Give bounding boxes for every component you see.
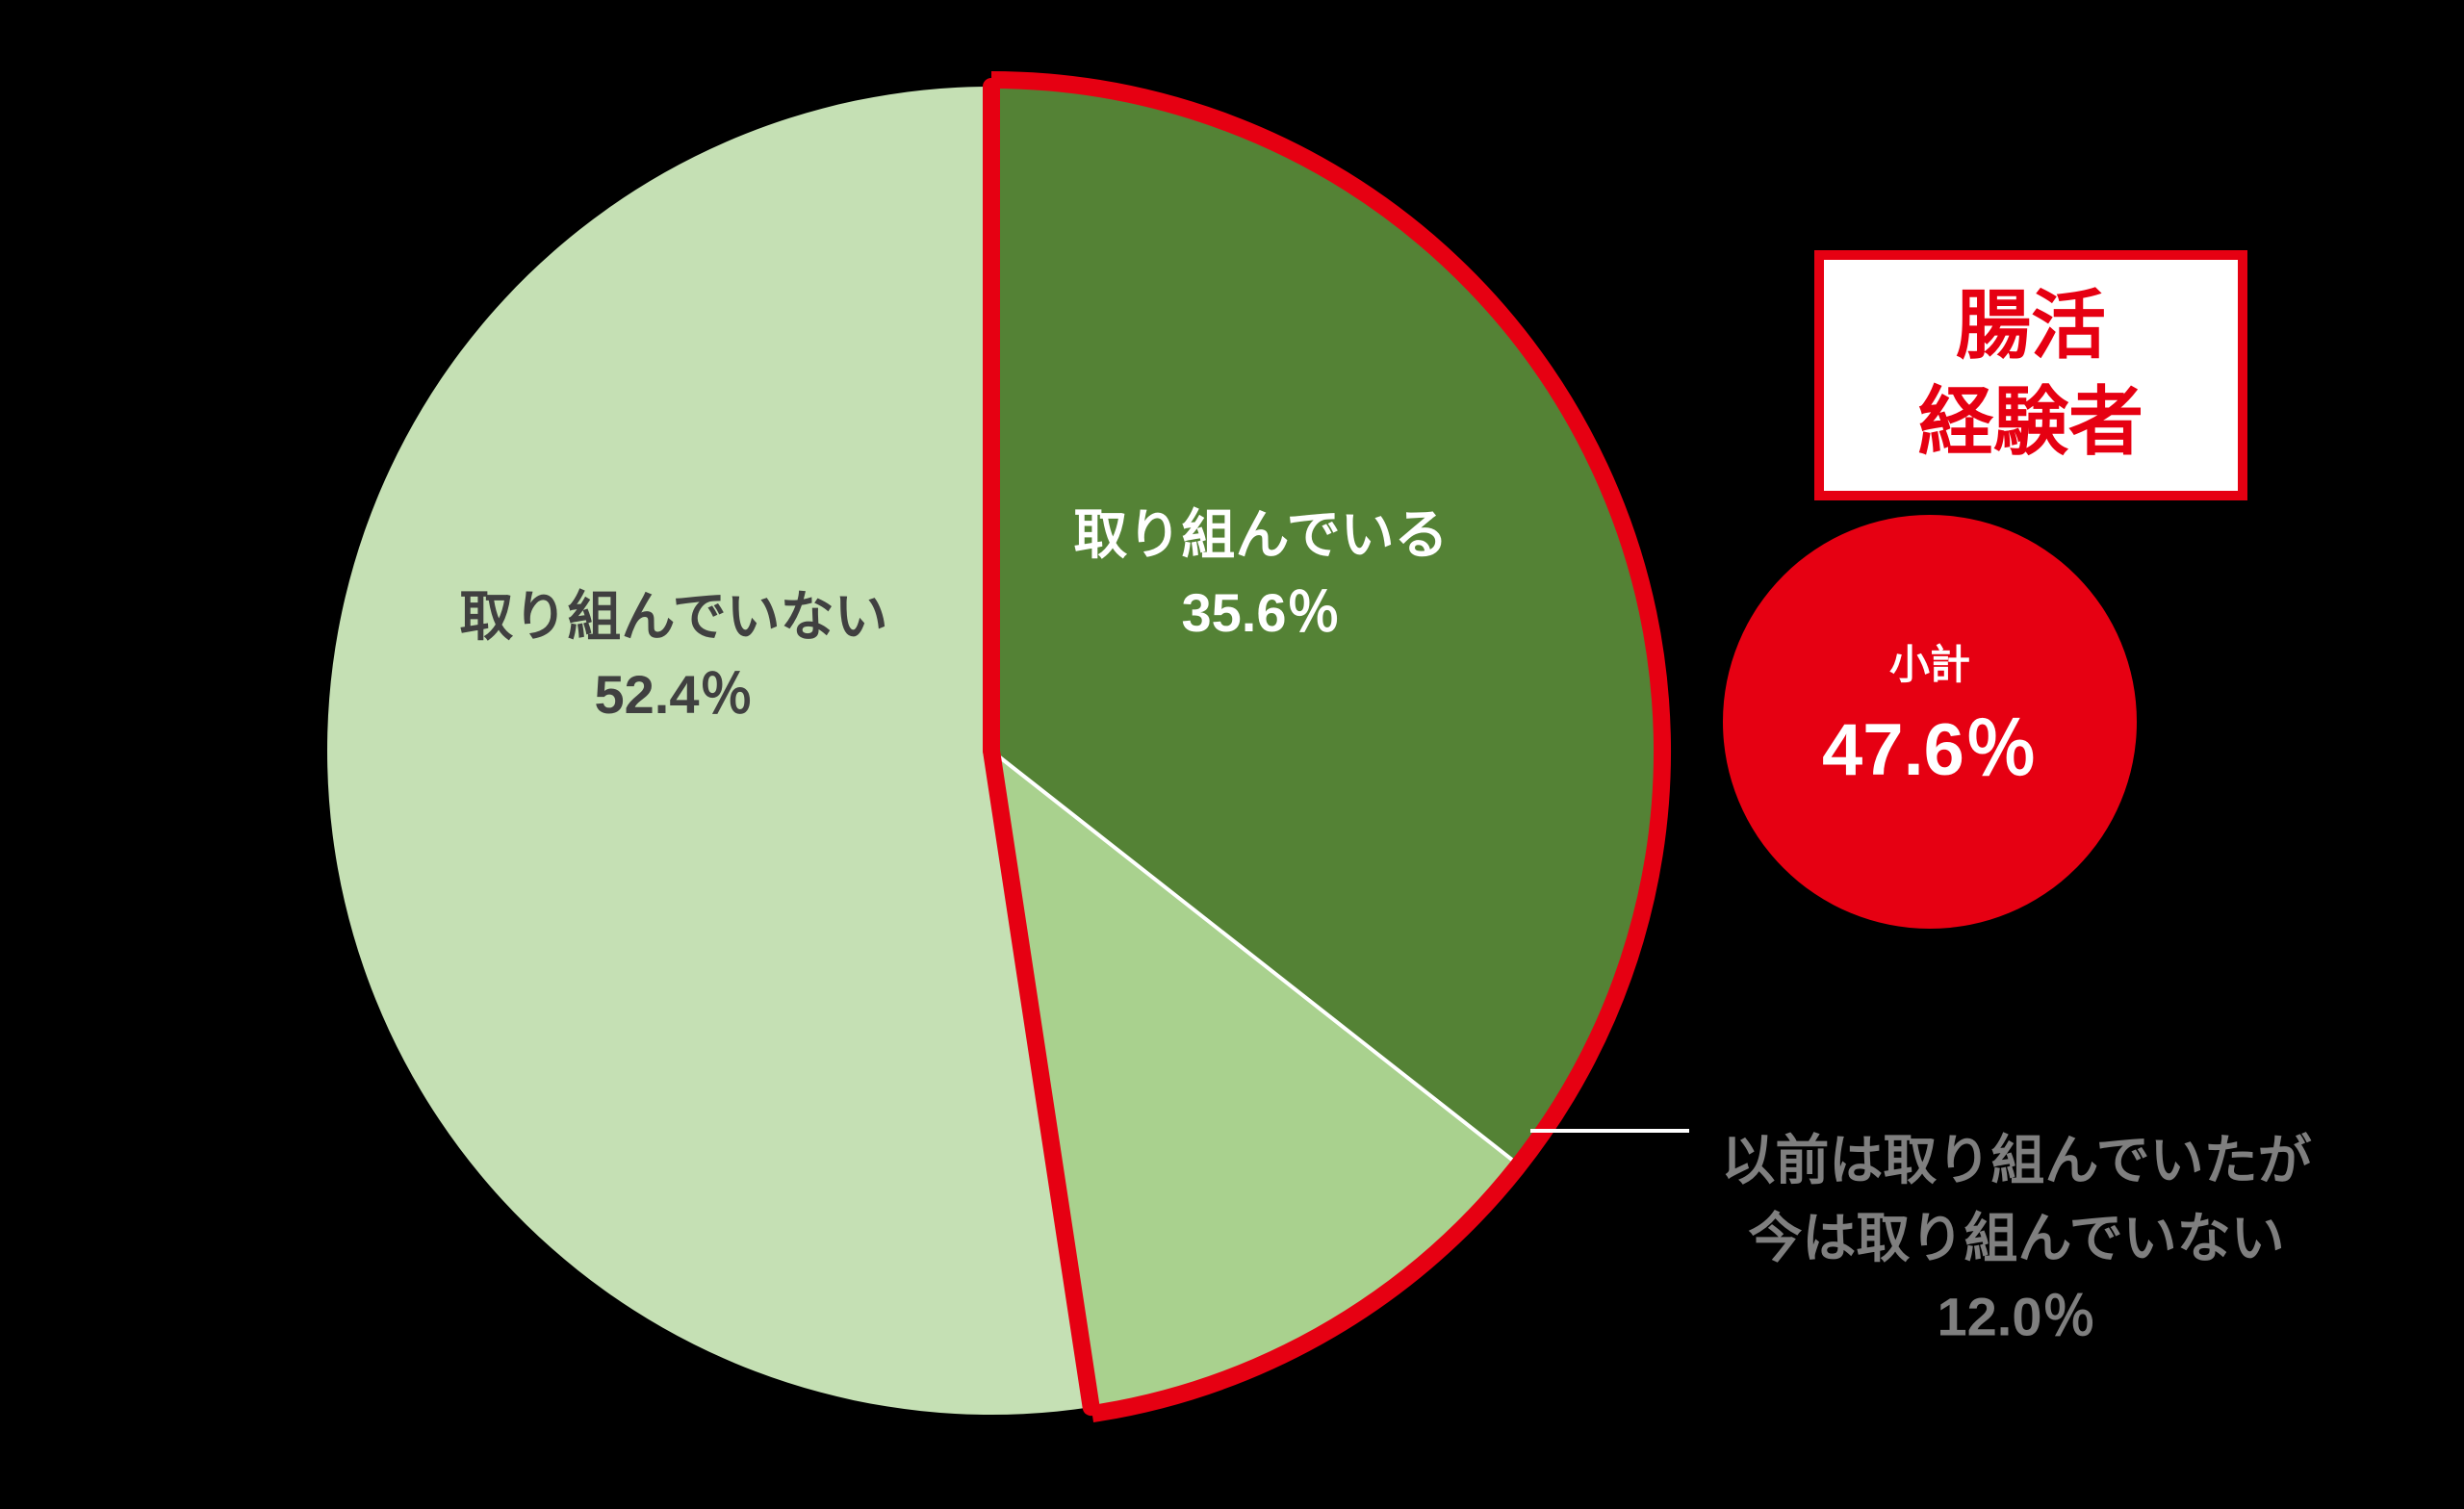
callout-line1: 腸活	[1956, 283, 2106, 368]
slice-label-engaged-line1: 取り組んでいる	[1073, 504, 1448, 565]
slice-label-previously-line2: 今は取り組んでいない	[1748, 1208, 2284, 1268]
pie-chart-svg: 小計 47.6％ 腸活経験者取り組んでいる 35.6％ 以前は取り組んでいたが今は取り組…	[0, 0, 2464, 1509]
pie-chart-container: 小計 47.6％ 腸活経験者取り組んでいる 35.6％ 以前は取り組んでいたが今は取り組…	[0, 0, 2464, 1509]
callout-line2: 経験者	[1918, 379, 2143, 464]
slice-label-not-engaged-line1: 取り組んでいない	[459, 586, 887, 647]
slice-label-previously-line1: 以前は取り組んでいたが	[1721, 1130, 2311, 1190]
slice-label-not-engaged-line2: 52.4％	[595, 664, 754, 725]
slice-label-engaged-line2: 35.6％	[1182, 582, 1341, 643]
slice-label-previously-line3: 12.0％	[1938, 1286, 2096, 1346]
pie-slice-not-engaged	[327, 87, 1091, 1415]
subtotal-label-big: 47.6％	[1822, 709, 2038, 791]
subtotal-label-small: 小計	[1889, 642, 1970, 687]
